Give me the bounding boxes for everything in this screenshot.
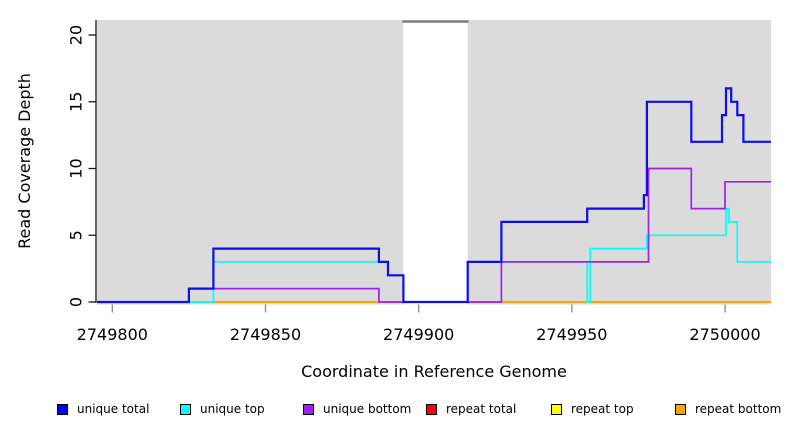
gap-region — [403, 20, 468, 305]
legend: unique total unique top unique bottom re… — [0, 401, 792, 419]
legend-label-repeat-bottom: repeat bottom — [695, 402, 782, 416]
x-tick-label: 2749850 — [230, 325, 301, 344]
x-tick-label: 2749800 — [77, 325, 148, 344]
legend-item-repeat-bottom: repeat bottom — [675, 401, 781, 417]
legend-swatch-unique-bottom — [303, 403, 314, 415]
legend-swatch-repeat-top — [551, 403, 562, 415]
legend-label-unique-bottom: unique bottom — [323, 402, 412, 416]
y-tick-label: 5 — [67, 230, 86, 240]
legend-swatch-repeat-bottom — [675, 403, 686, 415]
y-tick-label: 15 — [67, 92, 86, 112]
legend-item-repeat-top: repeat top — [551, 401, 634, 417]
axes: 0 5 10 15 20 2749800 2749850 2749900 2749950 2750… — [67, 20, 761, 344]
y-tick-label: 10 — [67, 158, 86, 178]
legend-swatch-unique-top — [180, 403, 191, 415]
series-unique-total — [97, 87, 771, 304]
legend-label-unique-top: unique top — [200, 402, 265, 416]
legend-item-repeat-total: repeat total — [426, 401, 516, 417]
legend-swatch-repeat-total — [426, 403, 437, 415]
y-axis-title: Read Coverage Depth — [15, 73, 34, 249]
plot-panel — [97, 20, 771, 305]
legend-label-repeat-total: repeat total — [446, 402, 517, 416]
x-tick-label: 2750000 — [689, 325, 760, 344]
x-tick-label: 2749950 — [536, 325, 607, 344]
legend-label-unique-total: unique total — [77, 402, 150, 416]
x-axis-title: Coordinate in Reference Genome — [301, 362, 567, 381]
legend-item-unique-total: unique total — [57, 401, 149, 417]
legend-item-unique-top: unique top — [180, 401, 265, 417]
legend-item-unique-bottom: unique bottom — [303, 401, 411, 417]
y-tick-label: 0 — [67, 297, 86, 307]
series-unique-bottom — [97, 167, 771, 303]
coverage-series-lines — [97, 87, 771, 304]
legend-label-repeat-top: repeat top — [571, 402, 634, 416]
legend-swatch-unique-total — [57, 403, 68, 415]
y-tick-label: 20 — [67, 25, 86, 45]
x-tick-label: 2749900 — [383, 325, 454, 344]
